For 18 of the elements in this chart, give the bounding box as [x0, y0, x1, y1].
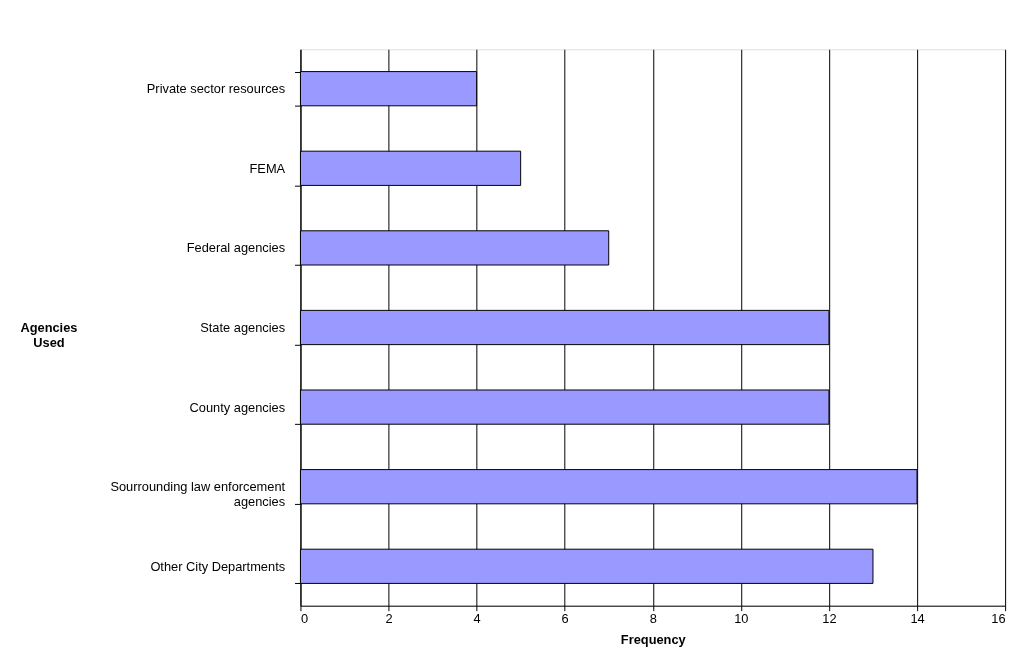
x-tick-label: 2: [385, 611, 393, 626]
x-tick-label: 6: [561, 611, 569, 626]
x-tick-label: 12: [822, 611, 837, 626]
x-tick-label: 8: [649, 611, 657, 626]
y-axis-title: Agencies Used: [20, 319, 78, 350]
x-tick-label: 4: [473, 611, 481, 626]
y-tick-label: County agencies: [189, 399, 286, 415]
y-tick-label: FEMA: [249, 160, 286, 176]
y-tick-label: Other City Departments: [150, 558, 286, 574]
x-tick-label: 14: [910, 611, 925, 626]
x-tick-label: 16: [991, 611, 1006, 626]
y-tick-label: Federal agencies: [186, 240, 286, 256]
x-tick-label: 10: [734, 611, 749, 626]
x-tick-label: 0: [300, 611, 309, 626]
y-tick-label: State agencies: [200, 319, 286, 335]
y-tick-label: Private sector resources: [146, 81, 286, 97]
y-tick-label: Sourrounding law enforcement agencies: [110, 479, 286, 509]
x-axis-title: Frequency: [620, 631, 687, 647]
